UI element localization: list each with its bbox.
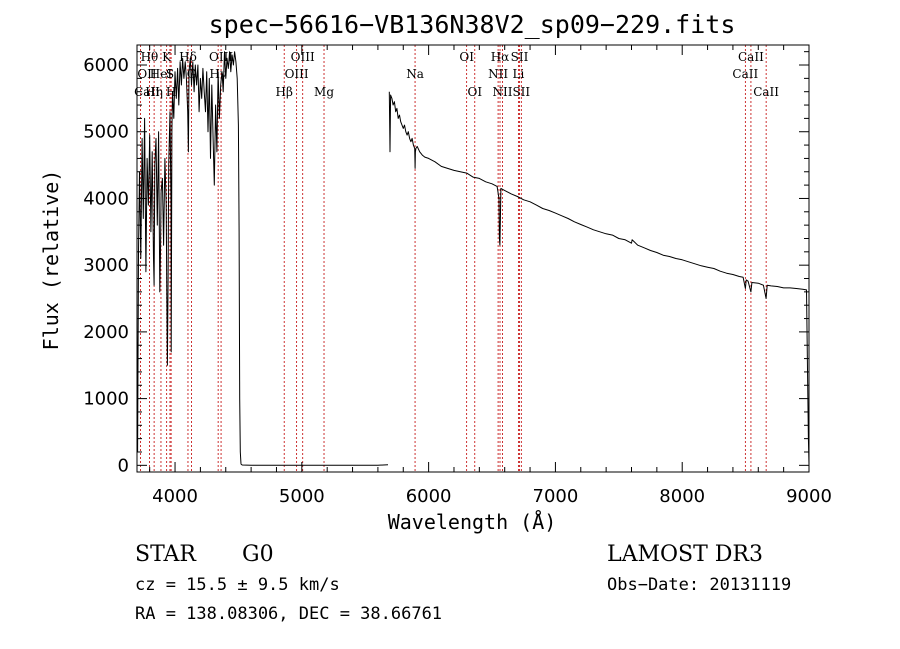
y-tick-label: 3000 — [83, 255, 129, 276]
axis-tick-labels: 4000 5000 6000 7000 8000 9000 0 1000 2000 3000 400… — [83, 55, 832, 507]
spectral-line-label: OIII — [285, 67, 309, 81]
x-tick-label: 9000 — [786, 486, 832, 507]
spectral-line-label: OI — [467, 85, 482, 99]
spectral-line-label: CaII — [134, 85, 160, 99]
y-tick-label: 4000 — [83, 188, 129, 209]
spectral-line-label: Hα — [491, 50, 510, 64]
spectral-line-label: K — [162, 50, 172, 64]
spectral-line-label: OIII — [291, 50, 315, 64]
spectral-line-label: Hθ — [141, 50, 159, 64]
spectral-line-markers — [136, 45, 767, 472]
spectrum-line — [136, 51, 389, 466]
spectral-line-label: Mg — [314, 85, 334, 99]
spectral-line-label: Hβ — [276, 85, 293, 99]
spectral-line-label: CaII — [738, 50, 764, 64]
spectral-line-label: SII — [511, 50, 529, 64]
spectral-line-label: OI — [459, 50, 474, 64]
y-tick-label: 5000 — [83, 122, 129, 143]
spectral-line-label: G — [187, 67, 197, 81]
redshift-value: cz = 15.5 ± 9.5 km/s — [135, 575, 340, 595]
spectral-line-labels: HθOIICaIIHηHeIKHSHδGOIIIHγHβOIIIOIIIMgNa… — [134, 50, 779, 99]
spectral-line-label: CaII — [732, 67, 758, 81]
spectral-line-label: HeI — [150, 67, 173, 81]
object-class: STAR — [135, 542, 197, 567]
spectral-line-label: SII — [512, 85, 530, 99]
y-tick-label: 1000 — [83, 389, 129, 410]
x-tick-label: 6000 — [406, 486, 452, 507]
spectral-line-label: Hδ — [179, 50, 197, 64]
y-axis-label: Flux (relative) — [39, 170, 63, 351]
spectral-line-label: Li — [512, 67, 524, 81]
y-tick-label: 2000 — [83, 322, 129, 343]
spectral-line-label: NII — [488, 67, 508, 81]
x-tick-label: 8000 — [659, 486, 705, 507]
axis-ticks — [137, 45, 810, 472]
x-axis-label: Wavelength (Å) — [388, 510, 557, 534]
spectral-line-label: S — [166, 67, 174, 81]
spectral-line-label: H — [166, 85, 176, 99]
spectrum-series — [136, 51, 810, 466]
observation-date: Obs−Date: 20131119 — [607, 575, 791, 595]
chart-title: spec−56616−VB136N38V2_sp09−229.fits — [209, 10, 736, 39]
y-tick-label: 0 — [118, 455, 129, 476]
spectral-line-label: CaII — [753, 85, 779, 99]
x-tick-label: 4000 — [152, 486, 198, 507]
x-tick-label: 7000 — [533, 486, 579, 507]
x-tick-label: 5000 — [279, 486, 325, 507]
spectral-line-label: NII — [493, 85, 513, 99]
spectral-line-label: OII — [137, 67, 157, 81]
spectrum-line — [388, 91, 810, 466]
spectral-line-label: Na — [406, 67, 424, 81]
spectral-line-label: Hη — [145, 85, 163, 99]
survey-name: LAMOST DR3 — [607, 542, 763, 567]
coordinates: RA = 138.08306, DEC = 38.66761 — [135, 604, 442, 624]
plot-frame — [136, 44, 810, 473]
y-tick-label: 6000 — [83, 55, 129, 76]
object-subclass: G0 — [242, 542, 274, 567]
